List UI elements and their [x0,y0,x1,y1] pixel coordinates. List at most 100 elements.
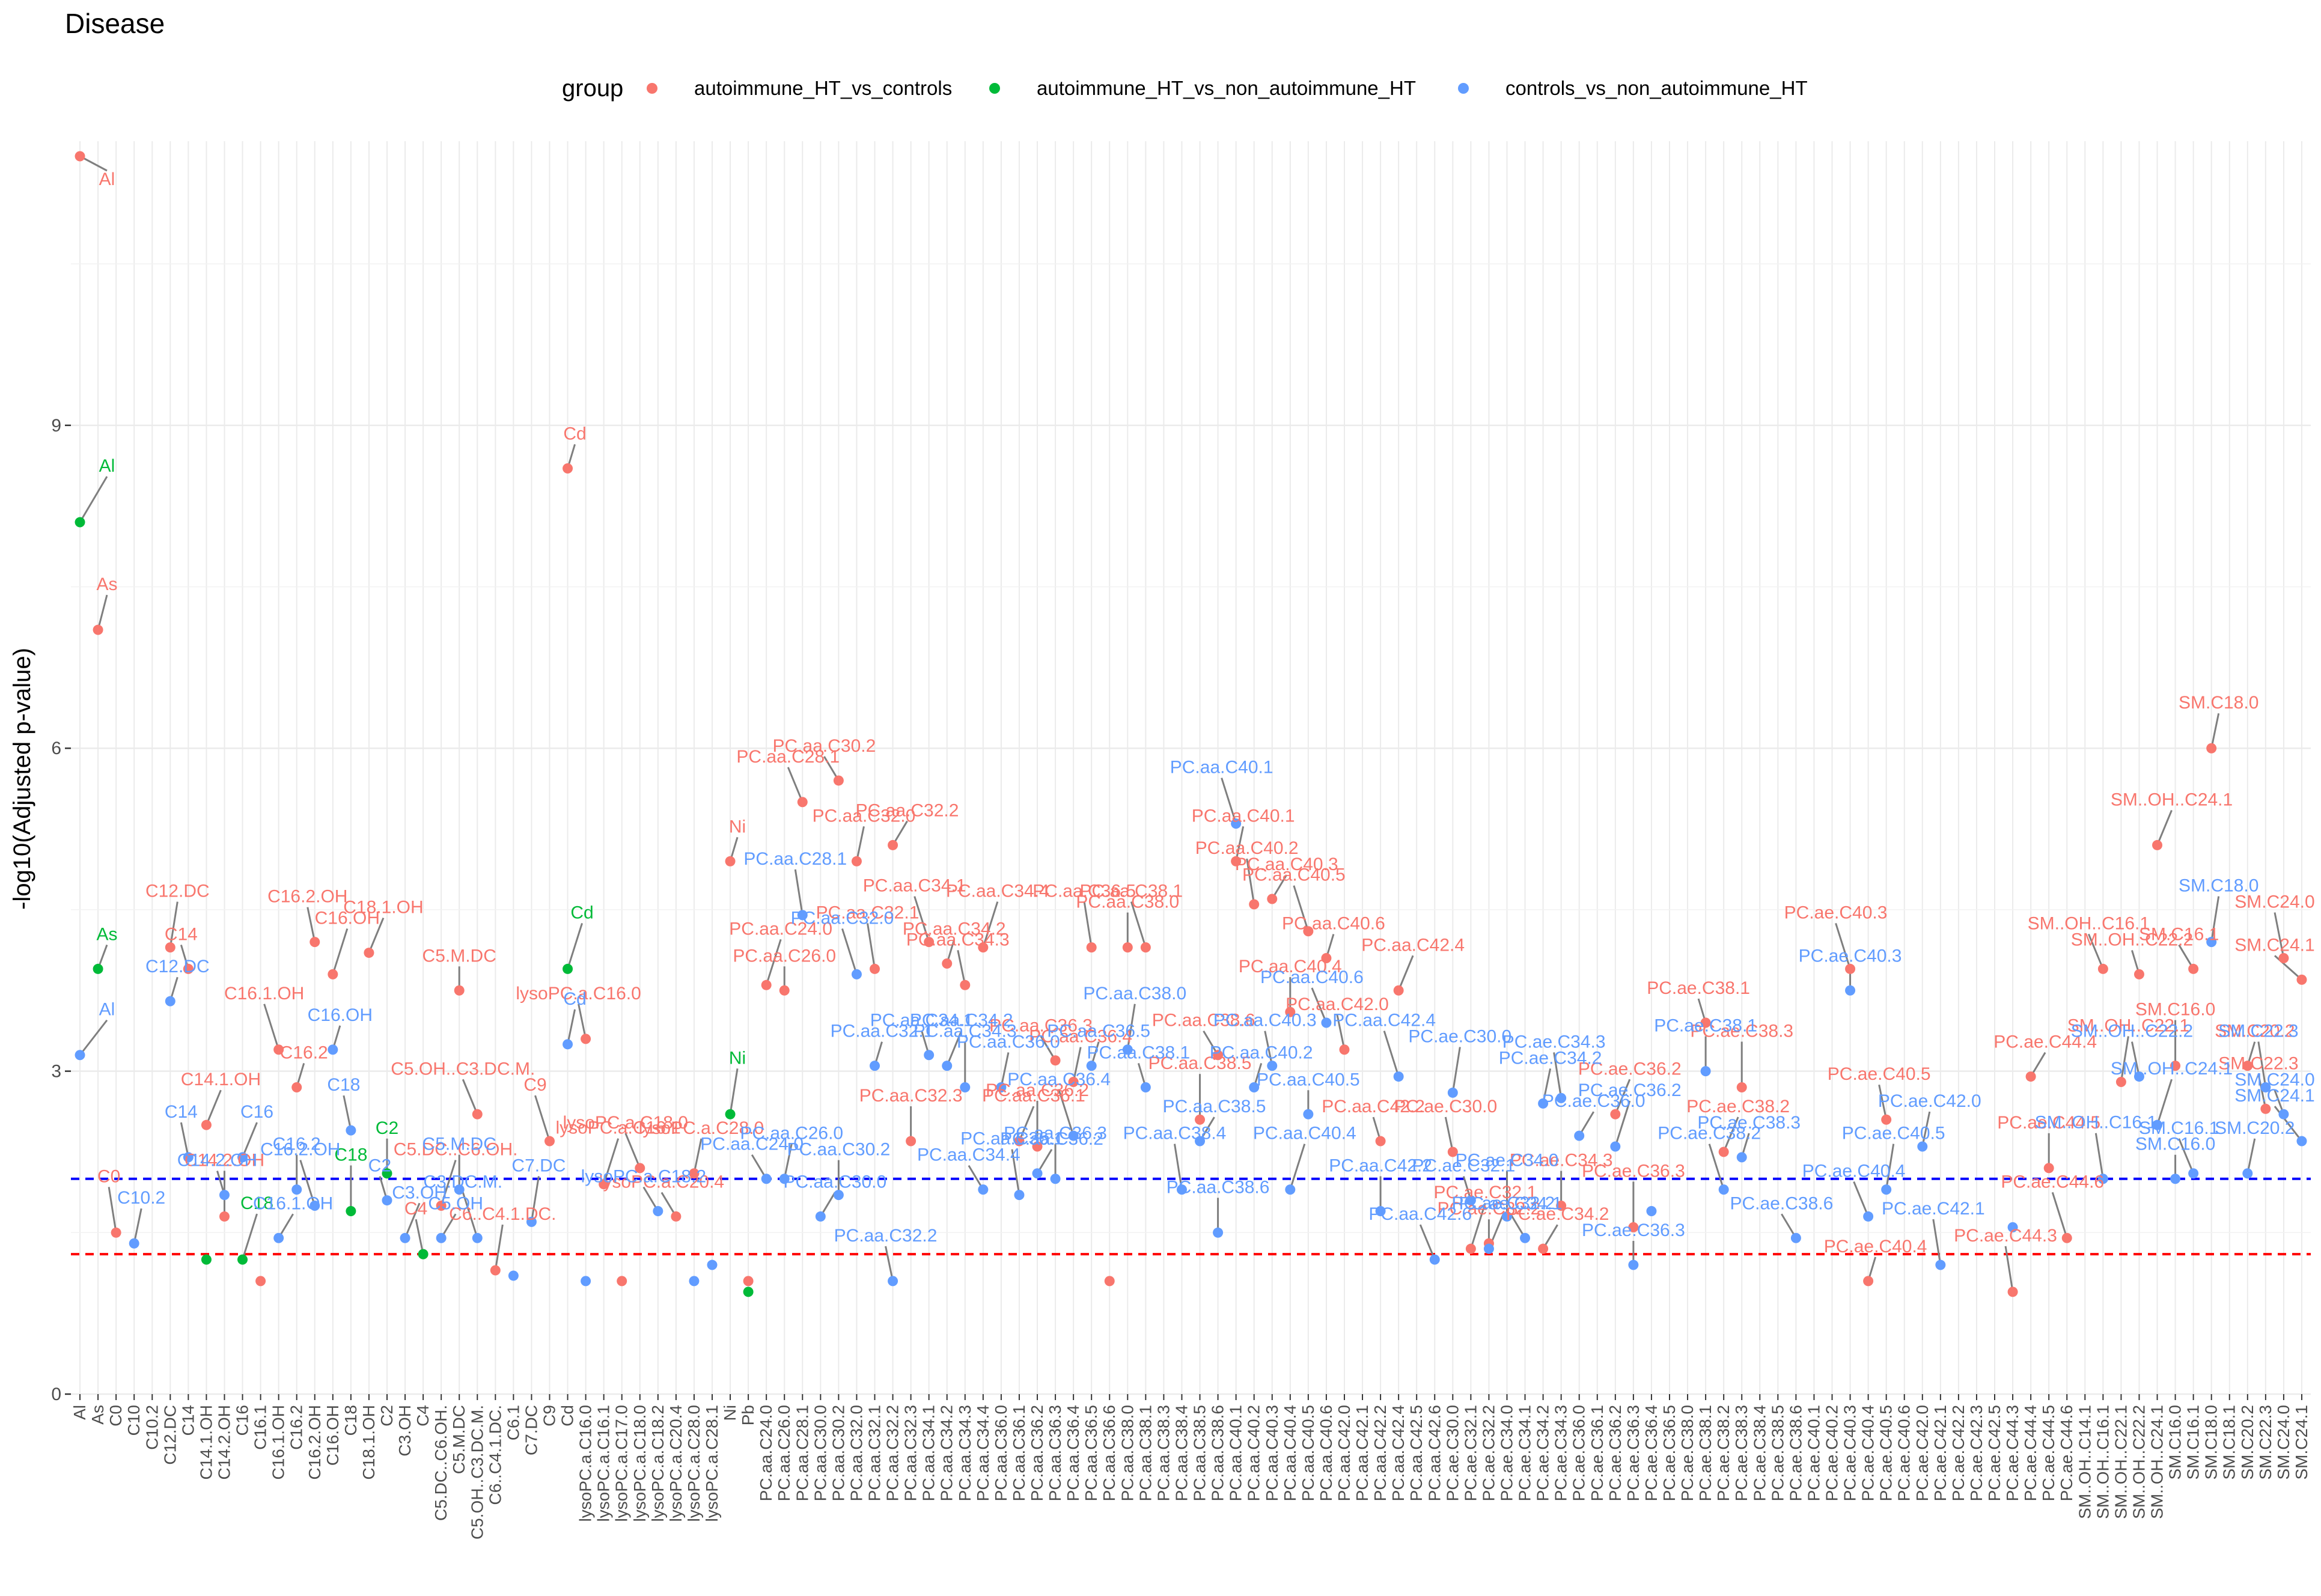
point-label: PC.ae.C40.5 [1828,1064,1931,1084]
point-label: lysoPC.a.C16.0 [516,984,641,1004]
x-tick-label: PC.aa.C34.3 [956,1405,974,1501]
data-point-pc-ae-c42-1 [1935,1259,1946,1270]
point-label: PC.ae.C38.6 [1730,1193,1834,1213]
data-point-pc-aa-c30-0 [815,1211,826,1222]
point-label: lysoPC.a.C18.2 [581,1166,706,1186]
point-label: PC.aa.C40.2 [1195,838,1299,858]
x-tick-label: PC.ae.C44.4 [2021,1405,2040,1501]
data-point-al [75,151,85,162]
point-label: PC.aa.C36.4 [1029,1027,1132,1047]
label-leader-line [2156,1079,2173,1125]
data-point-pc-aa-c36-0 [996,1082,1007,1092]
point-label: As [96,924,117,944]
data-point-pc-aa-c40-6 [1321,1017,1332,1028]
point-label: PC.aa.C38.4 [1123,1124,1227,1144]
point-label: PC.ae.C40.3 [1799,946,1902,966]
point-label: PC.ae.C32.1 [1412,1156,1515,1176]
data-point-pc-aa-c40-2 [1249,1082,1260,1092]
point-label: PC.ae.C42.1 [1882,1199,1985,1219]
data-point-pc-aa-c40-3 [1267,894,1278,904]
data-point-sm-oh-c16-1 [2097,963,2108,974]
label-leader-line [534,1095,551,1142]
x-tick-label: PC.aa.C34.4 [974,1405,992,1501]
data-point-c14-2-oh [219,1211,230,1222]
data-point-c18 [346,1205,356,1216]
data-point-pc-ae-c34-3 [1556,1092,1567,1103]
data-point-c5-oh-c3-dc-m [472,1232,483,1243]
data-point-c16-oh [328,1044,338,1055]
data-point-pc-ae-c44-3 [2007,1287,2018,1297]
point-label: PC.aa.C38.1 [1079,882,1183,901]
point-label: PC.ae.C32.2 [1438,1199,1541,1219]
data-point-pc-aa-c42-0 [1339,1044,1350,1055]
x-tick-label: Al [70,1405,89,1420]
data-point-sm-c16-1 [2188,1168,2199,1179]
label-leader-line [1383,1031,1400,1077]
point-label: C5.OH..C3.DC.M. [391,1059,535,1079]
point-label: PC.ae.C38.2 [1686,1097,1790,1116]
label-leader-line [1853,1181,1870,1217]
point-label: PC.aa.C40.6 [1282,914,1385,934]
label-leader-line [1000,1052,1010,1088]
plot-background [71,141,2311,1394]
x-tick-label: PC.aa.C36.2 [1028,1405,1046,1501]
legend-title: group [562,75,623,102]
point-label: PC.aa.C38.0 [1083,984,1186,1004]
data-point-pc-aa-c34-4 [978,942,989,953]
point-label: Cd [563,989,586,1009]
data-point-pc-aa-c36-2 [1032,1141,1043,1152]
data-point-sm-c20-2 [2242,1061,2253,1071]
data-point-c16-2 [291,1082,302,1092]
data-point-pc-ae-c40-3 [1845,963,1856,974]
label-leader-line [1311,987,1328,1023]
label-leader-line [885,1246,894,1282]
point-label: SM.C20.2 [2215,1022,2295,1041]
x-tick-label: PC.aa.C38.3 [1154,1405,1173,1501]
data-point-pc-aa-c40-5 [1303,1109,1314,1119]
point-label: C3.OH [392,1183,447,1202]
data-point-pc-ae-c38-2 [1718,1184,1729,1195]
label-leader-line [729,1068,739,1115]
data-point-c16 [237,1152,248,1163]
label-leader-line [2004,1246,2014,1293]
data-point-pc-aa-c34-3 [960,1082,971,1092]
x-tick-label: PC.ae.C40.1 [1804,1405,1823,1501]
point-label: PC.aa.C34.1 [870,1011,974,1031]
x-tick-label: PC.aa.C42.0 [1335,1405,1353,1501]
label-leader-line [913,896,930,943]
data-point-pc-aa-c38-6 [1213,1227,1224,1238]
data-point-pc-aa-c34-1 [924,1050,935,1061]
point-label: PC.aa.C36.3 [1004,1124,1107,1144]
x-tick-label: C16.1 [251,1405,270,1450]
data-point-c14 [183,963,194,974]
point-label: C4 [404,1199,427,1219]
label-leader-line [368,917,385,954]
point-label: PC.ae.C34.0 [1456,1150,1559,1170]
x-tick-label: PC.ae.C38.1 [1696,1405,1715,1501]
point-label: PC.aa.C40.1 [1192,806,1295,826]
point-label: PC.ae.C44.5 [1997,1113,2100,1133]
data-point-pc-aa-c24-0 [761,979,772,990]
label-leader-line [108,1187,117,1233]
data-point-c16-2-oh [310,937,320,948]
data-point-pc-aa-c40-1 [1231,856,1242,867]
data-point-c16 [237,1254,248,1265]
y-tick-label: 0 [51,1384,61,1404]
data-point-as [93,624,103,635]
x-tick-label: PC.aa.C40.2 [1245,1405,1263,1501]
point-label: C14 [165,924,198,944]
data-point-c6-1 [508,1270,519,1281]
data-point-lysopc-a-c20-4 [671,1211,682,1222]
data-point-c14-1-oh [201,1119,212,1130]
data-point-pc-ae-c34-0 [1501,1211,1512,1222]
data-point-pc-aa-c36-5 [1086,1061,1097,1071]
data-point-pc-aa-c42-2 [1375,1205,1386,1216]
data-point-pc-ae-c40-3 [1845,985,1856,996]
data-point-c16-oh [328,969,338,979]
data-point-pc-aa-c34-2 [942,958,953,969]
x-tick-label: C14 [178,1405,197,1436]
label-leader-line [1614,1100,1631,1147]
data-point-pc-aa-c34-4 [978,1184,989,1195]
point-label: PC.ae.C34.3 [1502,1032,1606,1052]
x-tick-label: PC.ae.C42.2 [1949,1405,1968,1501]
